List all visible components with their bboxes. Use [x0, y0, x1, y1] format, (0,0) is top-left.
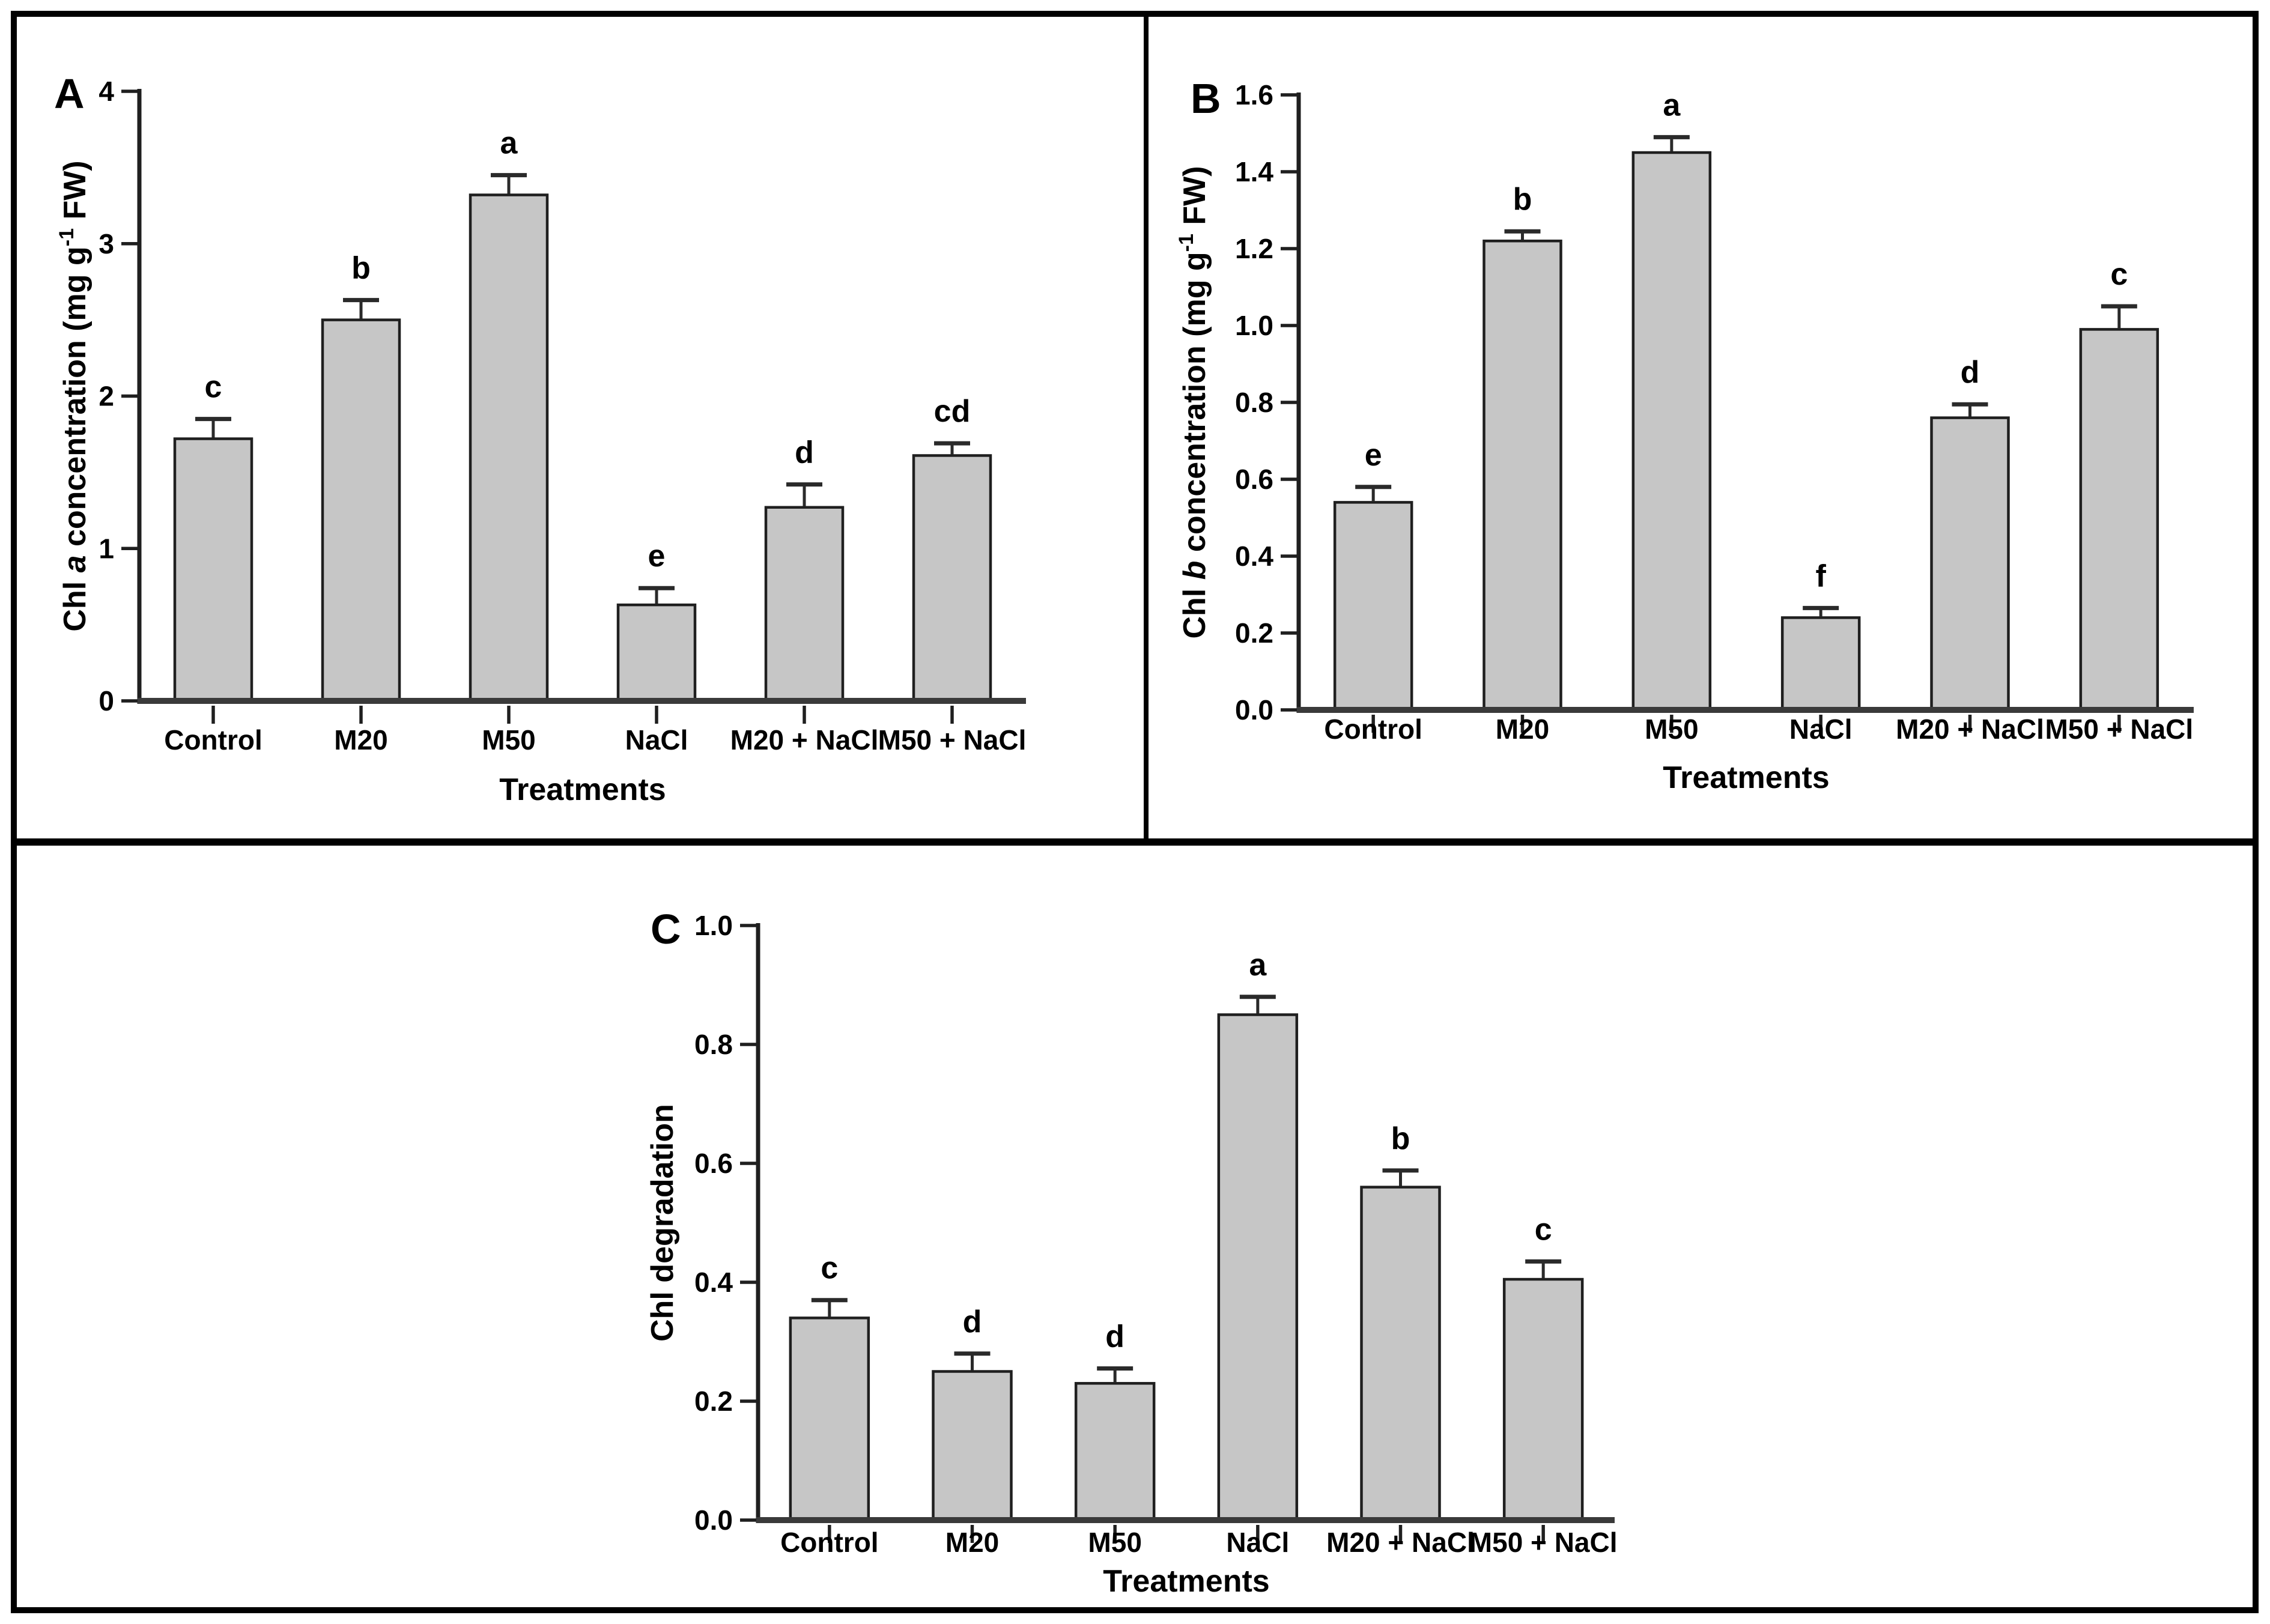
- y-tick-label: 0.6: [694, 1148, 733, 1179]
- bar-NaCl: [1780, 616, 1861, 712]
- y-tick-label: 0: [99, 685, 114, 717]
- y-tick-label: 0.6: [1235, 464, 1273, 495]
- category-label-M50 + NaCl: M50 + NaCl: [1469, 1527, 1618, 1558]
- panel-a-chl-a: A Chl a concentration (mg g-1 FW) 0 1 2 3 4 Con…: [17, 17, 1149, 838]
- category-label-Control: Control: [1324, 714, 1422, 745]
- panel-label-A: A: [54, 70, 85, 117]
- category-label-M50: M50: [1645, 714, 1698, 745]
- bar-M50: [1074, 1382, 1156, 1522]
- category-label-Control: Control: [780, 1527, 879, 1558]
- category-label-M50: M50: [482, 724, 535, 756]
- y-tick-label: 0.0: [1235, 694, 1273, 726]
- x-axis-title: Treatments: [1663, 760, 1829, 795]
- y-tick-label: 0.8: [1235, 387, 1273, 418]
- bar-M20: [932, 1370, 1013, 1522]
- y-tick-label: 0.4: [1235, 541, 1273, 572]
- x-axis-title: Treatments: [499, 772, 666, 807]
- y-tick-label: 1.0: [1235, 310, 1273, 341]
- sig-letter-NaCl: e: [648, 539, 666, 574]
- y-tick-label: 0.2: [694, 1386, 733, 1417]
- top-panel-row: A Chl a concentration (mg g-1 FW) 0 1 2 3 4 Con…: [17, 17, 2253, 846]
- category-label-M20 + NaCl: M20 + NaCl: [730, 724, 879, 756]
- category-label-M50: M50: [1088, 1527, 1141, 1558]
- y-tick-label: 1.0: [694, 910, 733, 941]
- y-tick-label: 0.0: [694, 1504, 733, 1536]
- y-tick-label: 1: [99, 533, 114, 564]
- category-label-M20: M20: [334, 724, 387, 756]
- sig-letter-M50: a: [500, 126, 518, 161]
- sig-letter-M50 + NaCl: c: [1535, 1212, 1552, 1247]
- sig-letter-M20: d: [963, 1304, 982, 1339]
- sig-letter-M20: b: [1513, 182, 1532, 217]
- bar-NaCl: [1217, 1013, 1299, 1522]
- sig-letter-Control: c: [205, 370, 222, 405]
- sig-letter-M20: b: [351, 251, 371, 286]
- category-label-M50 + NaCl: M50 + NaCl: [2045, 714, 2193, 745]
- sig-letter-M20 + NaCl: d: [1961, 355, 1980, 390]
- bar-M50 + NaCl: [1502, 1277, 1584, 1522]
- panel-label-B: B: [1191, 75, 1221, 122]
- chl-b-bar-chart: B Chl b concentration (mg g-1 FW) 0.0 0.2 0.…: [1175, 75, 2194, 795]
- y-axis-title: Chl a concentration (mg g-1 FW): [55, 160, 93, 631]
- y-tick-label: 0.4: [694, 1267, 733, 1298]
- bar-M20 + NaCl: [1930, 416, 2010, 712]
- category-label-M50 + NaCl: M50 + NaCl: [878, 724, 1027, 756]
- category-label-M20 + NaCl: M20 + NaCl: [1896, 714, 2044, 745]
- panel-label-C: C: [651, 906, 681, 953]
- bar-Control: [1333, 501, 1413, 712]
- panel-c-chl-degradation: C Chl degradation 0.0 0.2 0.4 0.6 0.8 1.0 Contro…: [17, 846, 2253, 1607]
- bar-NaCl: [616, 603, 697, 703]
- bar-M20: [321, 318, 401, 703]
- bar-M50: [1631, 151, 1712, 712]
- category-label-NaCl: NaCl: [625, 724, 688, 756]
- y-tick-label: 0.2: [1235, 617, 1273, 649]
- sig-letter-NaCl: f: [1816, 559, 1827, 593]
- y-axis-title: Chl degradation: [645, 1104, 680, 1342]
- category-label-NaCl: NaCl: [1789, 714, 1853, 745]
- category-label-M20 + NaCl: M20 + NaCl: [1326, 1527, 1475, 1558]
- y-tick-label: 2: [99, 381, 114, 412]
- sig-letter-Control: e: [1365, 438, 1382, 473]
- y-tick-label: 1.2: [1235, 233, 1273, 264]
- sig-letter-M50 + NaCl: cd: [934, 394, 971, 429]
- bar-Control: [789, 1316, 870, 1522]
- category-label-Control: Control: [164, 724, 263, 756]
- category-label-M20: M20: [945, 1527, 999, 1558]
- category-label-M20: M20: [1496, 714, 1549, 745]
- y-axis-title: Chl b concentration (mg g-1 FW): [1175, 166, 1212, 638]
- figure-frame: A Chl a concentration (mg g-1 FW) 0 1 2 3 4 Con…: [11, 11, 2259, 1613]
- chl-a-bar-chart: A Chl a concentration (mg g-1 FW) 0 1 2 3 4 Con…: [54, 70, 1027, 807]
- sig-letter-Control: c: [821, 1251, 838, 1286]
- bar-Control: [173, 437, 253, 703]
- sig-letter-M50: d: [1105, 1320, 1124, 1354]
- sig-letter-M20 + NaCl: b: [1391, 1121, 1410, 1156]
- bar-M20 + NaCl: [1360, 1186, 1441, 1522]
- bar-M50: [469, 193, 549, 703]
- bar-M50 + NaCl: [2079, 328, 2159, 712]
- y-tick-label: 0.8: [694, 1029, 733, 1060]
- panel-b-chl-b: B Chl b concentration (mg g-1 FW) 0.0 0.2 0.…: [1149, 17, 2253, 838]
- category-label-NaCl: NaCl: [1226, 1527, 1289, 1558]
- y-tick-label: 4: [99, 76, 114, 107]
- bar-M20 + NaCl: [764, 506, 845, 703]
- bar-M20: [1482, 239, 1562, 712]
- bar-M50 + NaCl: [912, 454, 992, 703]
- y-tick-label: 1.6: [1235, 79, 1273, 111]
- sig-letter-M20 + NaCl: d: [795, 435, 814, 470]
- x-axis-title: Treatments: [1103, 1564, 1269, 1599]
- chl-degradation-bar-chart: C Chl degradation 0.0 0.2 0.4 0.6 0.8 1.0 Contro…: [645, 906, 1618, 1599]
- y-tick-label: 1.4: [1235, 156, 1273, 187]
- sig-letter-M50: a: [1663, 88, 1681, 123]
- sig-letter-NaCl: a: [1249, 948, 1267, 983]
- y-tick-label: 3: [99, 228, 114, 259]
- sig-letter-M50 + NaCl: c: [2110, 257, 2128, 292]
